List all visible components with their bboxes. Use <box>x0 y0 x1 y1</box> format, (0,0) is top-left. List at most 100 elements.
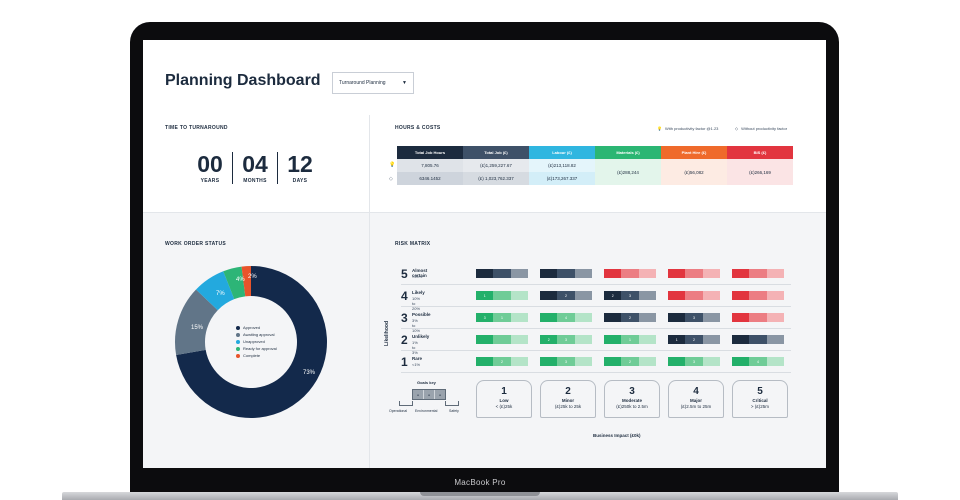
risk-cell[interactable] <box>668 269 720 278</box>
months-value: 04 <box>242 151 268 177</box>
risk-cell[interactable] <box>732 313 784 322</box>
risk-cell[interactable]: 2 <box>540 291 592 300</box>
impact-axis-label: Business Impact (£0k) <box>593 433 641 438</box>
donut-slice-ready-for-approval[interactable] <box>223 266 246 300</box>
row-number: 5 <box>401 267 408 281</box>
row-label: Likely <box>412 290 425 295</box>
table-row: 7,805.76 (£)1,259,227.67 (£)213,118.82 (… <box>397 159 793 185</box>
donut-legend: Approved Awaiting approval Unapproved Re… <box>236 324 277 359</box>
table-header-row: Total Job Hours Total Job (£) Labour (£)… <box>397 146 793 159</box>
likelihood-axis-label: Likelihood <box>384 321 390 346</box>
laptop-notch <box>420 492 540 496</box>
table-cell: (£)266,169 <box>727 159 793 185</box>
goals-key-label: Safety <box>449 409 459 413</box>
dashboard-screen: Planning Dashboard Turnaround Planning ▼… <box>143 40 826 468</box>
risk-cell[interactable]: 3 <box>540 357 592 366</box>
risk-cell[interactable] <box>476 269 528 278</box>
work-order-title: WORK ORDER STATUS <box>165 241 227 247</box>
legend-label: Awaiting approval <box>243 332 275 337</box>
risk-cell[interactable] <box>540 269 592 278</box>
approved-percent: 73% <box>303 370 316 376</box>
column-header: Labour (£) <box>529 146 595 159</box>
turnaround-title: TIME TO TURNAROUND <box>165 125 228 131</box>
risk-matrix-title: RISK MATRIX <box>395 241 431 247</box>
risk-cell[interactable]: 4 <box>540 313 592 322</box>
legend-item: Ready for approval <box>236 345 277 352</box>
impact-box-minor: 2 Minor (£)25k to 25k <box>540 380 596 418</box>
risk-cell[interactable]: 2 <box>604 357 656 366</box>
impact-label: Moderate <box>621 398 642 403</box>
impact-label: Minor <box>561 398 575 403</box>
column-header: BIS (£) <box>727 146 793 159</box>
legend-dot <box>236 353 240 358</box>
row-range: 1% to 3% <box>412 340 418 355</box>
column-header: Plant Hire (£) <box>661 146 727 159</box>
risk-cell[interactable]: 1 <box>604 335 656 344</box>
risk-cell[interactable] <box>604 269 656 278</box>
days-unit: 12 DAYS <box>281 152 319 184</box>
row-number: 1 <box>401 355 408 369</box>
risk-cell[interactable] <box>732 335 784 344</box>
risk-cell[interactable] <box>476 335 528 344</box>
legend-without-label: Without productivity factor <box>741 126 788 131</box>
table-cell: (£)56,082 <box>661 159 727 185</box>
donut-slice-unapproved[interactable] <box>196 271 235 311</box>
complete-percent: 2% <box>248 274 257 280</box>
risk-cell[interactable]: 2 <box>604 313 656 322</box>
legend-label: Unapproved <box>243 339 265 344</box>
risk-cell[interactable]: 3 <box>668 357 720 366</box>
donut-slice-approved[interactable] <box>176 266 327 418</box>
bracket-line <box>445 401 459 406</box>
row-divider <box>401 350 791 351</box>
legend-dot <box>236 325 240 330</box>
row-divider <box>401 328 791 329</box>
risk-cell[interactable]: 1 <box>476 291 528 300</box>
dropdown-value: Turnaround Planning <box>339 80 386 86</box>
impact-label: Critical <box>752 398 768 403</box>
risk-cell[interactable] <box>732 269 784 278</box>
row-divider <box>401 306 791 307</box>
bracket-line <box>399 401 413 406</box>
column-header: Materials (£) <box>595 146 661 159</box>
row-label: Rare <box>412 356 423 361</box>
legend-item: Approved <box>236 324 277 331</box>
impact-range: > (£)25m <box>750 404 770 409</box>
row-label: Unlikely <box>412 334 430 339</box>
row-number: 3 <box>401 311 408 325</box>
legend-item: Unapproved <box>236 338 277 345</box>
legend-without-productivity: ◇ Without productivity factor <box>735 126 787 131</box>
table-cell: 6346.1452 <box>397 172 463 185</box>
years-unit: 00 YEARS <box>191 152 229 184</box>
goals-key-title: Goals key <box>417 380 436 385</box>
legend-label: Complete <box>243 353 261 358</box>
impact-number: 2 <box>565 386 571 397</box>
risk-cell[interactable]: 3 <box>668 313 720 322</box>
impact-label: Low <box>499 398 509 403</box>
risk-cell[interactable] <box>668 291 720 300</box>
laptop-base <box>62 492 898 500</box>
table-cell: (£)173,267.337 <box>529 172 595 185</box>
legend-dot <box>236 332 240 337</box>
row-divider <box>401 284 791 285</box>
donut-slice-complete[interactable] <box>241 266 251 297</box>
lightbulb-icon: 💡 <box>389 162 396 168</box>
row-label: Possible <box>412 312 431 317</box>
risk-cell[interactable]: 4 <box>732 357 784 366</box>
legend-label: Approved <box>243 325 261 330</box>
donut-slice-awaiting-approval[interactable] <box>175 289 218 355</box>
risk-cell[interactable] <box>732 291 784 300</box>
planning-type-dropdown[interactable]: Turnaround Planning ▼ <box>332 72 414 94</box>
impact-box-major: 4 Major (£)2.5m to 25m <box>668 380 724 418</box>
counter-separator <box>232 152 233 184</box>
risk-cell[interactable]: 2 <box>476 357 528 366</box>
horizontal-divider <box>143 212 826 213</box>
row-label: Almost certain <box>412 268 428 278</box>
vertical-divider <box>369 115 370 468</box>
unapproved-percent: 7% <box>216 291 225 297</box>
row-range: >20% <box>412 274 423 279</box>
row-divider <box>401 372 791 373</box>
